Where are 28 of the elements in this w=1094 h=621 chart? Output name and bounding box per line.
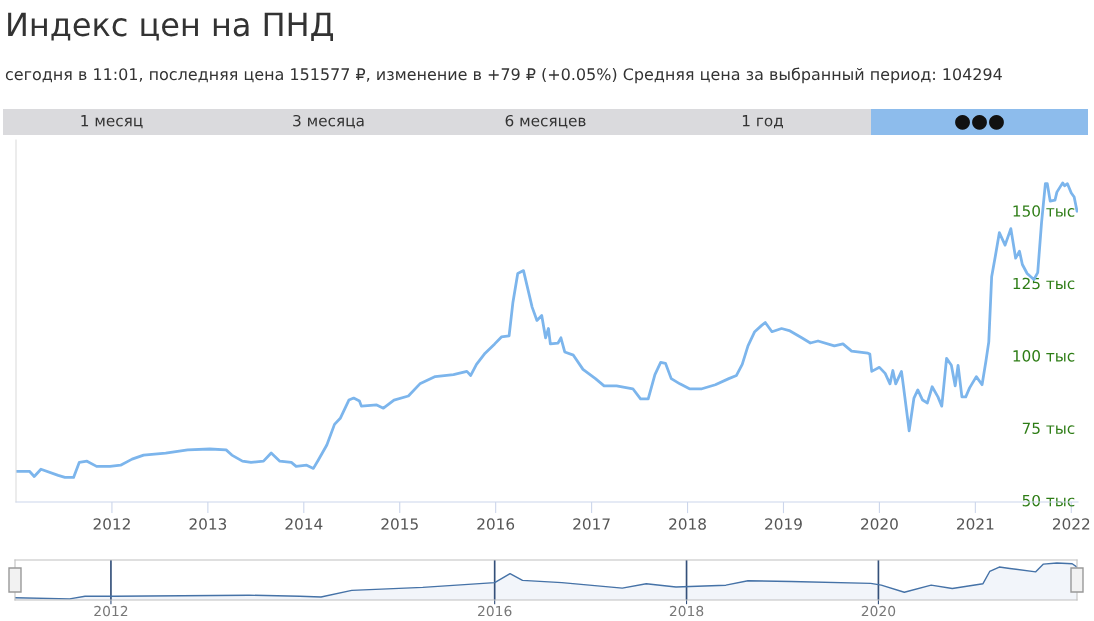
text: 1 месяц — [81, 115, 143, 129]
x-tick-label: 2017 — [573, 518, 610, 530]
x-tick-label: 2012 — [94, 605, 128, 617]
x-tick-label: 2019 — [765, 518, 802, 530]
x-tick-label: 2016 — [477, 518, 515, 530]
x-tick-label: 2013 — [189, 518, 227, 530]
y-tick-label: 125 тыс — [1013, 277, 1075, 290]
x-tick-label: 2014 — [285, 518, 323, 530]
x-tick-label: 2020 — [861, 518, 898, 530]
x-tick-label: 2018 — [669, 605, 704, 617]
x-tick-label: 2018 — [669, 518, 706, 530]
x-tick-label: 2022 — [1052, 518, 1090, 530]
y-tick-label: 100 тыс — [1013, 350, 1075, 362]
text: 1 год — [742, 115, 783, 129]
x-tick-label: 2015 — [381, 518, 418, 530]
chart-title: Индекс цен на ПНД — [8, 12, 334, 42]
y-tick-label: 50 тыс — [1022, 494, 1075, 507]
x-tick-label: 2020 — [861, 605, 896, 617]
x-tick-label: 2021 — [957, 518, 994, 530]
text: 6 месяцев — [505, 114, 586, 129]
y-tick-label: 150 тыс — [1013, 205, 1075, 217]
chart-subtitle: сегодня в 11:01, последняя цена 151577 ₽, изменение в +79 ₽ (+0.05%) Средняя цена за выбранный период: 104294 — [5, 67, 1002, 84]
text: ●●● — [955, 114, 1004, 130]
y-tick-label: 75 тыс — [1022, 422, 1075, 435]
line-series — [16, 181, 1078, 479]
x-tick-label: 2012 — [93, 518, 130, 530]
text: 3 месяца — [293, 114, 364, 129]
x-tick-label: 2016 — [478, 605, 512, 617]
